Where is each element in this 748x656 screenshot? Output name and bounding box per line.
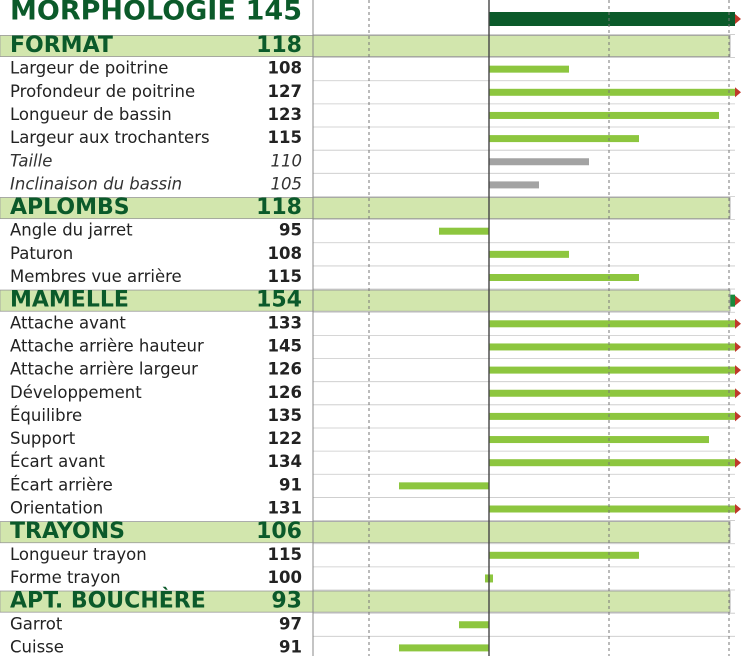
section-band (0, 521, 731, 544)
row-value: 95 (279, 221, 302, 240)
row-label: Cuisse (10, 637, 64, 656)
row-label: Inclinaison du bassin (10, 174, 182, 193)
section-label: APT. BOUCHÈRE (10, 588, 206, 614)
overflow-arrow (735, 87, 741, 98)
overflow-arrow (735, 504, 741, 514)
row-value: 108 (268, 244, 302, 263)
section-band (0, 289, 731, 312)
overflow-arrow (735, 318, 741, 329)
bar (489, 135, 639, 143)
section-band (0, 35, 731, 57)
section-label: TRAYONS (10, 519, 125, 544)
row-value: 108 (268, 59, 302, 78)
bar (489, 551, 639, 559)
row-value: 134 (268, 452, 302, 471)
overflow-arrow (735, 14, 741, 24)
row-label: Profondeur de poitrine (10, 82, 195, 101)
overflow-arrow (735, 365, 741, 376)
row-label: Largeur aux trochanters (10, 128, 210, 147)
bar (489, 459, 735, 467)
row-value: 118 (256, 33, 302, 58)
row-value: 133 (268, 313, 302, 332)
bar (439, 227, 489, 235)
row-value: 115 (268, 128, 302, 147)
row-label: Écart avant (10, 452, 106, 471)
row-value: 105 (271, 174, 303, 193)
bar (489, 343, 735, 351)
row-value: 123 (268, 105, 302, 124)
bar (489, 389, 735, 397)
row-value: 91 (279, 475, 302, 494)
section-band (0, 590, 731, 613)
row-value: 110 (271, 151, 303, 170)
overflow-arrow (735, 457, 741, 468)
row-label: Support (10, 429, 76, 448)
row-value: 106 (256, 519, 302, 544)
bar (489, 12, 735, 26)
section-label: APLOMBS (10, 195, 130, 220)
overflow-arrow (735, 411, 741, 422)
section-band (0, 197, 731, 220)
row-value: 91 (279, 637, 302, 656)
row-label: Orientation (10, 499, 103, 518)
section-label: MAMELLE (10, 288, 129, 313)
row-value: 154 (256, 288, 302, 313)
row-label: Attache avant (10, 313, 126, 332)
row-value: 93 (271, 589, 302, 614)
row-value: 131 (268, 499, 302, 518)
row-value: 135 (268, 406, 302, 425)
row-label: Développement (10, 383, 142, 402)
row-label: Forme trayon (10, 568, 121, 587)
bar (399, 644, 489, 652)
row-label: Membres vue arrière (10, 267, 182, 286)
bar (489, 320, 735, 328)
overflow-arrow (735, 341, 741, 352)
bar (489, 88, 735, 96)
row-value: 122 (268, 429, 302, 448)
row-label: Paturon (10, 244, 73, 263)
row-value: 115 (268, 267, 302, 286)
bar (489, 505, 735, 513)
row-label: Attache arrière hauteur (10, 336, 204, 355)
row-value: 97 (279, 614, 302, 633)
row-value: 145 (268, 336, 302, 355)
row-label: Garrot (10, 614, 63, 633)
row-value: 127 (268, 82, 302, 101)
row-label: Angle du jarret (10, 221, 133, 240)
bar (399, 482, 489, 490)
bar (489, 366, 735, 374)
row-value: 118 (256, 195, 302, 220)
bar (489, 250, 569, 258)
overflow-arrow (735, 388, 741, 399)
bar (489, 274, 639, 281)
title: MORPHOLOGIE (10, 0, 236, 27)
bar (489, 65, 569, 73)
row-value: 126 (268, 360, 302, 379)
bar (459, 621, 489, 629)
row-label: Écart arrière (10, 475, 113, 494)
row-value: 100 (268, 568, 302, 587)
section-label: FORMAT (10, 33, 113, 58)
overflow-arrow (735, 295, 741, 306)
bar (489, 436, 709, 444)
bar (489, 111, 719, 119)
row-label: Équilibre (10, 406, 82, 425)
row-label: Longueur trayon (10, 545, 147, 564)
row-label: Largeur de poitrine (10, 59, 168, 78)
bar (489, 412, 735, 420)
title-value: 145 (246, 0, 302, 27)
bar (489, 181, 539, 189)
row-label: Taille (10, 151, 52, 170)
row-value: 115 (268, 545, 302, 564)
row-label: Longueur de bassin (10, 105, 172, 124)
row-label: Attache arrière largeur (10, 360, 198, 379)
bars (399, 12, 735, 652)
row-value: 126 (268, 383, 302, 402)
bar (489, 158, 589, 166)
